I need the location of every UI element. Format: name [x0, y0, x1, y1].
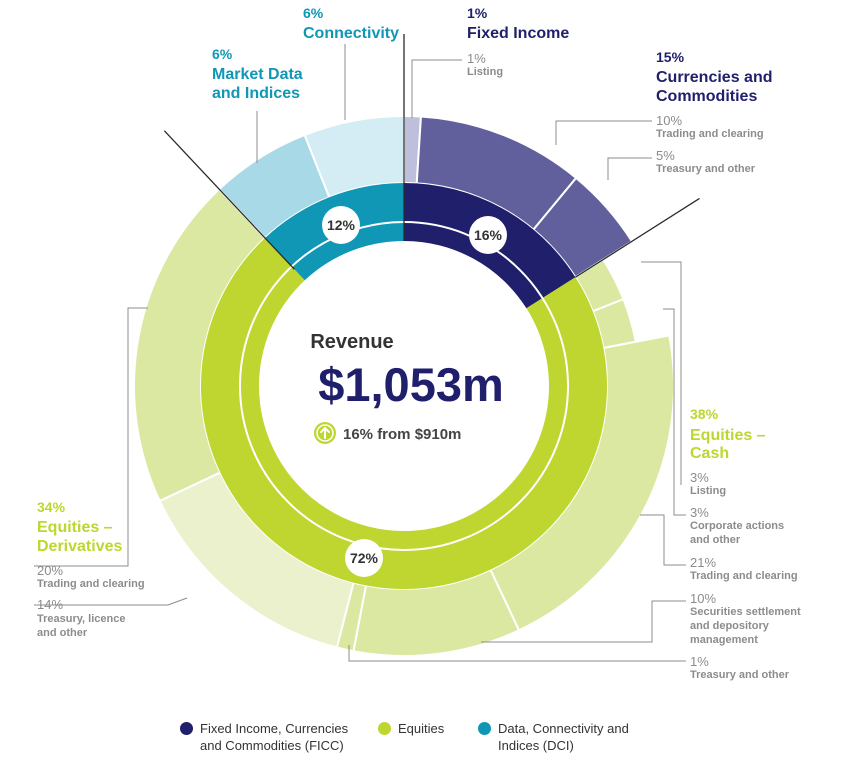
- sub-pct-cc-trading: 10%: [656, 113, 682, 128]
- sub-name-cc-treasury: Treasury and other: [656, 163, 756, 175]
- category-name-equities-derivatives-line1: Equities –: [37, 519, 113, 536]
- sub-name-ed-treasury-line2: and other: [37, 627, 88, 639]
- sub-name-ec-corporate-line2: and other: [690, 534, 741, 546]
- inner-label-bubble-3: [322, 206, 360, 244]
- inner-ring-labels: 16% 72% 12%: [322, 206, 507, 577]
- leader-derivatives-treasury: [34, 597, 188, 606]
- leader-equities-treasury: [348, 645, 686, 662]
- group-divider-3: [163, 130, 295, 270]
- leader-equities-corporate: [663, 308, 686, 516]
- inner-label-2: 72%: [350, 550, 379, 566]
- sub-pct-fi-listing: 1%: [467, 51, 486, 66]
- leader-lines: [34, 44, 686, 662]
- legend-label-dci: Data, Connectivity and Indices (DCI): [498, 721, 629, 753]
- sub-pct-ec-trading: 21%: [690, 555, 716, 570]
- legend-label-ficc: Fixed Income, Currencies and Commodities…: [200, 721, 349, 753]
- category-name-market-data-line1: Market Data: [212, 66, 303, 83]
- leader-fixed-income-listing: [411, 59, 462, 118]
- center-summary: Revenue $1,053m 16% from $910m: [310, 331, 504, 444]
- category-name-currencies-line2: Commodities: [656, 88, 757, 105]
- category-pct-currencies: 15%: [656, 49, 685, 65]
- category-pct-equities-derivatives: 34%: [37, 499, 66, 515]
- category-name-equities-cash-line2: Cash: [690, 445, 729, 462]
- center-value: $1,053m: [318, 358, 504, 411]
- leader-currencies-treasury: [607, 157, 652, 180]
- category-name-equities-cash-line1: Equities –: [690, 427, 766, 444]
- inner-label-3: 12%: [327, 217, 356, 233]
- category-name-fixed-income: Fixed Income: [467, 25, 569, 42]
- sub-name-cc-trading: Trading and clearing: [656, 128, 764, 140]
- sub-name-ed-trading: Trading and clearing: [37, 578, 145, 590]
- category-name-market-data-line2: and Indices: [212, 85, 300, 102]
- legend-swatch-ficc: [180, 722, 193, 735]
- legend-item-equities: Equities: [378, 720, 468, 737]
- sub-name-ec-listing: Listing: [690, 485, 726, 497]
- leader-equities-settlement: [481, 600, 686, 643]
- legend-label-equities: Equities: [398, 721, 445, 736]
- sub-name-ed-treasury-line1: Treasury, licence: [37, 613, 125, 625]
- category-name-connectivity: Connectivity: [303, 25, 399, 42]
- legend-swatch-dci: [478, 722, 491, 735]
- legend-item-dci: Data, Connectivity and Indices (DCI): [478, 720, 648, 754]
- inner-slice-equities: [200, 238, 607, 590]
- inner-label-bubble-2: [345, 539, 383, 577]
- category-pct-fixed-income: 1%: [467, 5, 488, 21]
- sub-pct-ec-treasury: 1%: [690, 654, 709, 669]
- category-pct-market-data: 6%: [212, 46, 233, 62]
- outer-ring: [133, 114, 675, 657]
- category-name-currencies-line1: Currencies and: [656, 69, 772, 86]
- leader-currencies-trading: [555, 120, 652, 145]
- sub-pct-cc-treasury: 5%: [656, 148, 675, 163]
- inner-label-bubble-1: [469, 216, 507, 254]
- inner-label-1: 16%: [474, 227, 503, 243]
- legend-item-ficc: Fixed Income, Currencies and Commodities…: [180, 720, 370, 754]
- arrow-up-circle-icon: [314, 422, 336, 444]
- sub-pct-ec-corporate: 3%: [690, 505, 709, 520]
- sub-name-ec-settlement-line3: management: [690, 634, 758, 646]
- leader-derivatives-trading: [34, 307, 148, 567]
- sub-name-ec-settlement-line2: and depository: [690, 620, 770, 632]
- sub-name-fi-listing: Listing: [467, 66, 503, 78]
- center-change: 16% from $910m: [343, 426, 461, 443]
- leader-equities-trading: [640, 514, 686, 566]
- leader-equities-listing: [641, 261, 682, 485]
- sub-pct-ed-trading: 20%: [37, 563, 63, 578]
- center-title: Revenue: [310, 331, 393, 353]
- legend-swatch-equities: [378, 722, 391, 735]
- sub-name-ec-treasury: Treasury and other: [690, 669, 790, 681]
- sub-pct-ed-treasury: 14%: [37, 597, 63, 612]
- sub-name-ec-corporate-line1: Corporate actions: [690, 520, 784, 532]
- category-pct-equities-cash: 38%: [690, 406, 719, 422]
- dividers: [163, 34, 700, 278]
- sub-name-ec-settlement-line1: Securities settlement: [690, 606, 801, 618]
- category-pct-connectivity: 6%: [303, 5, 324, 21]
- sub-name-ec-trading: Trading and clearing: [690, 570, 798, 582]
- sub-pct-ec-settlement: 10%: [690, 591, 716, 606]
- category-name-equities-derivatives-line2: Derivatives: [37, 538, 122, 555]
- sub-pct-ec-listing: 3%: [690, 470, 709, 485]
- group-divider-2: [575, 197, 700, 278]
